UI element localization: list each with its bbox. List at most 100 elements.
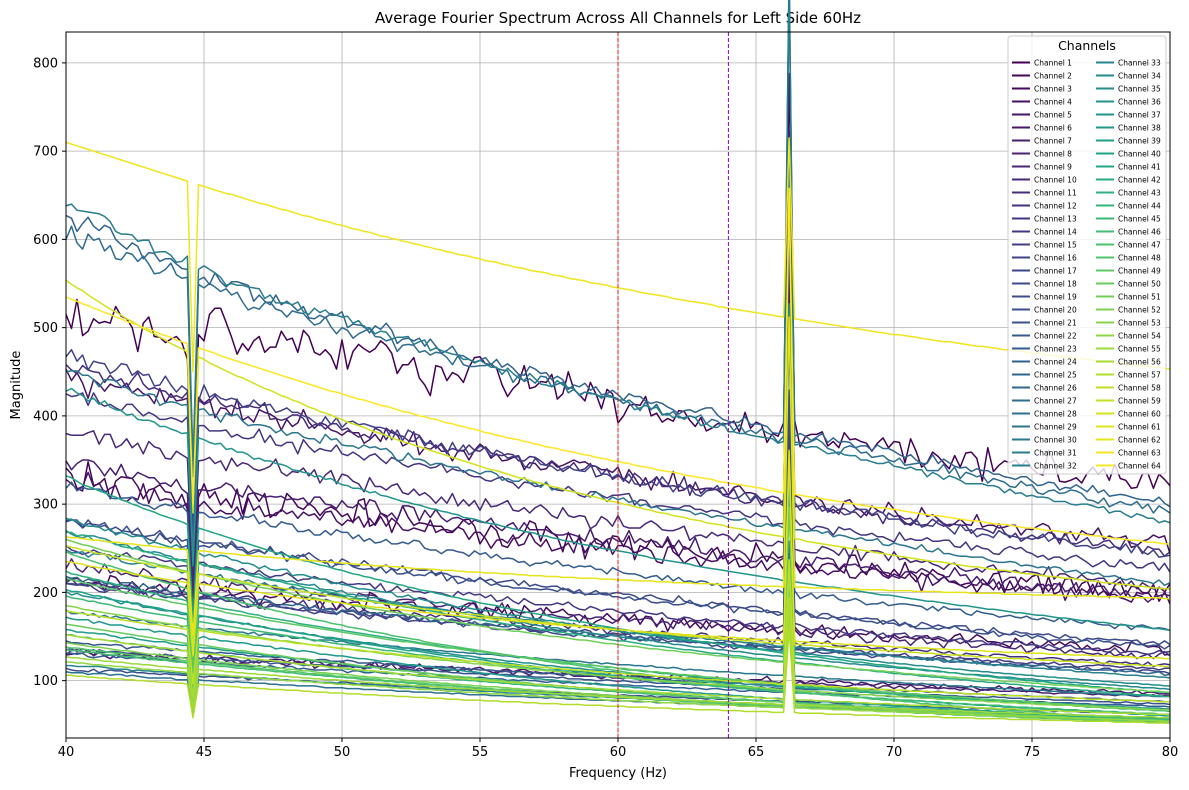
x-tick-label: 75 bbox=[1024, 745, 1041, 760]
legend-entry-label: Channel 58 bbox=[1118, 383, 1161, 392]
legend-entry-label: Channel 19 bbox=[1034, 292, 1077, 301]
legend-entry-label: Channel 23 bbox=[1034, 344, 1077, 353]
legend-entry-label: Channel 54 bbox=[1118, 331, 1161, 340]
legend-entry-label: Channel 20 bbox=[1034, 305, 1077, 314]
legend-entry-label: Channel 45 bbox=[1118, 214, 1161, 223]
legend-entry-label: Channel 57 bbox=[1118, 370, 1161, 379]
legend-box bbox=[1007, 35, 1167, 475]
x-tick-label: 50 bbox=[334, 745, 351, 760]
legend-entry-label: Channel 28 bbox=[1034, 409, 1077, 418]
y-tick-label: 800 bbox=[33, 56, 58, 71]
legend-entry-label: Channel 39 bbox=[1118, 136, 1161, 145]
legend-entry-label: Channel 37 bbox=[1118, 110, 1161, 119]
legend-entry-label: Channel 31 bbox=[1034, 448, 1077, 457]
legend-entry-label: Channel 35 bbox=[1118, 84, 1161, 93]
reference-lines bbox=[617, 32, 729, 738]
series-line-channel-50 bbox=[65, 604, 1170, 722]
series-line-channel-23 bbox=[65, 337, 1171, 632]
legend-entry-label: Channel 17 bbox=[1034, 266, 1077, 275]
legend-entry-label: Channel 7 bbox=[1034, 136, 1072, 145]
legend-entry-label: Channel 25 bbox=[1034, 370, 1077, 379]
legend-entry-label: Channel 47 bbox=[1118, 240, 1161, 249]
series-line-channel-7 bbox=[65, 272, 1171, 603]
legend-entry-label: Channel 2 bbox=[1034, 71, 1072, 80]
series-line-channel-16 bbox=[65, 137, 1171, 558]
y-tick-label: 700 bbox=[33, 145, 58, 160]
legend-entry-label: Channel 10 bbox=[1034, 175, 1077, 184]
legend-entry-label: Channel 30 bbox=[1034, 435, 1077, 444]
legend-entry-label: Channel 24 bbox=[1034, 357, 1077, 366]
legend-entry-label: Channel 62 bbox=[1118, 435, 1161, 444]
legend-entry-label: Channel 13 bbox=[1034, 214, 1077, 223]
y-tick-label: 100 bbox=[33, 674, 58, 689]
legend-entry-label: Channel 49 bbox=[1118, 266, 1161, 275]
x-tick-label: 40 bbox=[58, 745, 75, 760]
legend-entry-label: Channel 4 bbox=[1034, 97, 1072, 106]
legend-entry-label: Channel 12 bbox=[1034, 201, 1077, 210]
legend-entry-label: Channel 38 bbox=[1118, 123, 1161, 132]
legend-entry-label: Channel 14 bbox=[1034, 227, 1077, 236]
legend-entry-label: Channel 11 bbox=[1034, 188, 1077, 197]
legend-entry-label: Channel 34 bbox=[1118, 71, 1161, 80]
legend-entry-label: Channel 8 bbox=[1034, 149, 1072, 158]
series-line-channel-55 bbox=[65, 609, 1170, 719]
x-tick-label: 65 bbox=[748, 745, 765, 760]
y-axis-ticks: 100 200 300 400 500 600 700 800 bbox=[33, 56, 66, 689]
legend-entry-label: Channel 53 bbox=[1118, 318, 1161, 327]
y-tick-label: 300 bbox=[33, 498, 58, 513]
legend-entry-label: Channel 56 bbox=[1118, 357, 1161, 366]
legend-entry-label: Channel 27 bbox=[1034, 396, 1077, 405]
x-tick-label: 45 bbox=[196, 745, 213, 760]
legend-entry-label: Channel 3 bbox=[1034, 84, 1072, 93]
legend: Channels Channel 1 Channel 2 Channel 3 Chann… bbox=[1007, 35, 1167, 475]
legend-entry-label: Channel 18 bbox=[1034, 279, 1077, 288]
series-line-channel-35 bbox=[65, 480, 1170, 687]
legend-entry-label: Channel 60 bbox=[1118, 409, 1161, 418]
y-tick-label: 600 bbox=[33, 233, 58, 248]
legend-entry-label: Channel 16 bbox=[1034, 253, 1077, 262]
legend-entry-label: Channel 21 bbox=[1034, 318, 1077, 327]
legend-entry-label: Channel 50 bbox=[1118, 279, 1161, 288]
legend-entry-label: Channel 29 bbox=[1034, 422, 1077, 431]
legend-entry-label: Channel 64 bbox=[1118, 461, 1161, 470]
series-line-channel-38 bbox=[65, 596, 1171, 721]
y-tick-label: 500 bbox=[33, 321, 58, 336]
x-tick-label: 55 bbox=[472, 745, 489, 760]
x-axis-label: Frequency (Hz) bbox=[569, 766, 667, 781]
legend-entry-label: Channel 41 bbox=[1118, 162, 1161, 171]
legend-entry-label: Channel 1 bbox=[1034, 58, 1072, 67]
legend-entry-label: Channel 61 bbox=[1118, 422, 1161, 431]
y-tick-label: 400 bbox=[33, 409, 58, 424]
legend-entry-label: Channel 15 bbox=[1034, 240, 1077, 249]
legend-entry-label: Channel 26 bbox=[1034, 383, 1077, 392]
chart-title: Average Fourier Spectrum Across All Chan… bbox=[375, 9, 861, 27]
legend-entry-label: Channel 51 bbox=[1118, 292, 1161, 301]
legend-entry-label: Channel 5 bbox=[1034, 110, 1072, 119]
series-line-channel-58 bbox=[65, 558, 1170, 703]
legend-entry-label: Channel 63 bbox=[1118, 448, 1161, 457]
legend-entry-label: Channel 43 bbox=[1118, 188, 1161, 197]
legend-entry-label: Channel 52 bbox=[1118, 305, 1161, 314]
x-tick-label: 60 bbox=[610, 745, 627, 760]
x-tick-label: 80 bbox=[1162, 745, 1179, 760]
legend-entry-label: Channel 40 bbox=[1118, 149, 1161, 158]
legend-entry-label: Channel 9 bbox=[1034, 162, 1072, 171]
legend-entry-label: Channel 59 bbox=[1118, 396, 1161, 405]
legend-entry-label: Channel 36 bbox=[1118, 97, 1161, 106]
legend-entry-label: Channel 42 bbox=[1118, 175, 1161, 184]
y-axis-label: Magnitude bbox=[9, 351, 24, 420]
legend-entry-label: Channel 44 bbox=[1118, 201, 1161, 210]
legend-entry-label: Channel 55 bbox=[1118, 344, 1161, 353]
legend-title: Channels bbox=[1058, 38, 1116, 53]
legend-entry-label: Channel 22 bbox=[1034, 331, 1077, 340]
series-line-channel-29 bbox=[65, 176, 1171, 587]
y-tick-label: 200 bbox=[33, 586, 58, 601]
legend-entry-label: Channel 48 bbox=[1118, 253, 1161, 262]
series-line-channel-34 bbox=[65, 493, 1171, 691]
legend-entry-label: Channel 33 bbox=[1118, 58, 1161, 67]
series-lines bbox=[65, 0, 1171, 724]
legend-entry-label: Channel 46 bbox=[1118, 227, 1161, 236]
legend-entry-label: Channel 32 bbox=[1034, 461, 1077, 470]
legend-entry-label: Channel 6 bbox=[1034, 123, 1072, 132]
